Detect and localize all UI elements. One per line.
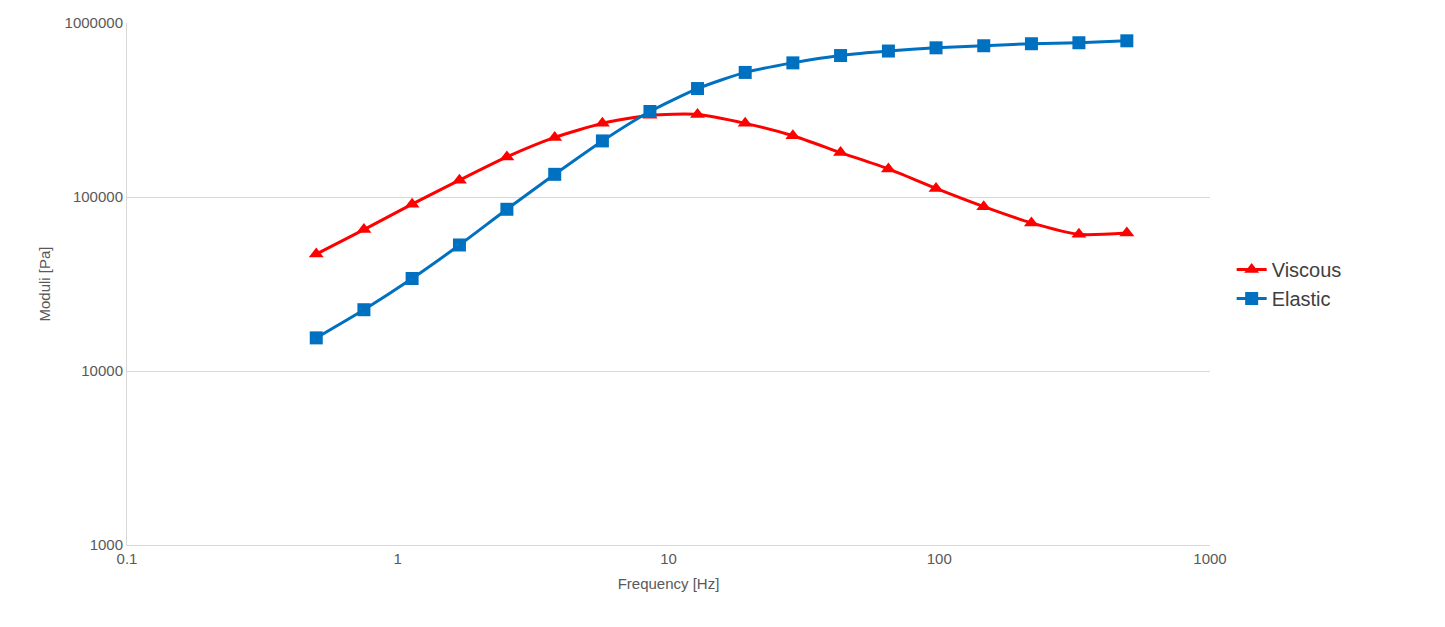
svg-text:Elastic: Elastic [1272,288,1331,310]
svg-text:1: 1 [394,550,402,567]
svg-text:0.1: 0.1 [117,550,138,567]
svg-text:Frequency [Hz]: Frequency [Hz] [618,575,720,592]
svg-text:10: 10 [660,550,677,567]
svg-text:1000: 1000 [90,536,123,553]
svg-text:10000: 10000 [81,362,123,379]
svg-text:Moduli [Pa]: Moduli [Pa] [36,246,53,321]
svg-text:Viscous: Viscous [1272,259,1342,281]
svg-text:1000: 1000 [1193,550,1226,567]
svg-text:100000: 100000 [73,188,123,205]
svg-text:100: 100 [927,550,952,567]
svg-text:1000000: 1000000 [65,14,123,31]
